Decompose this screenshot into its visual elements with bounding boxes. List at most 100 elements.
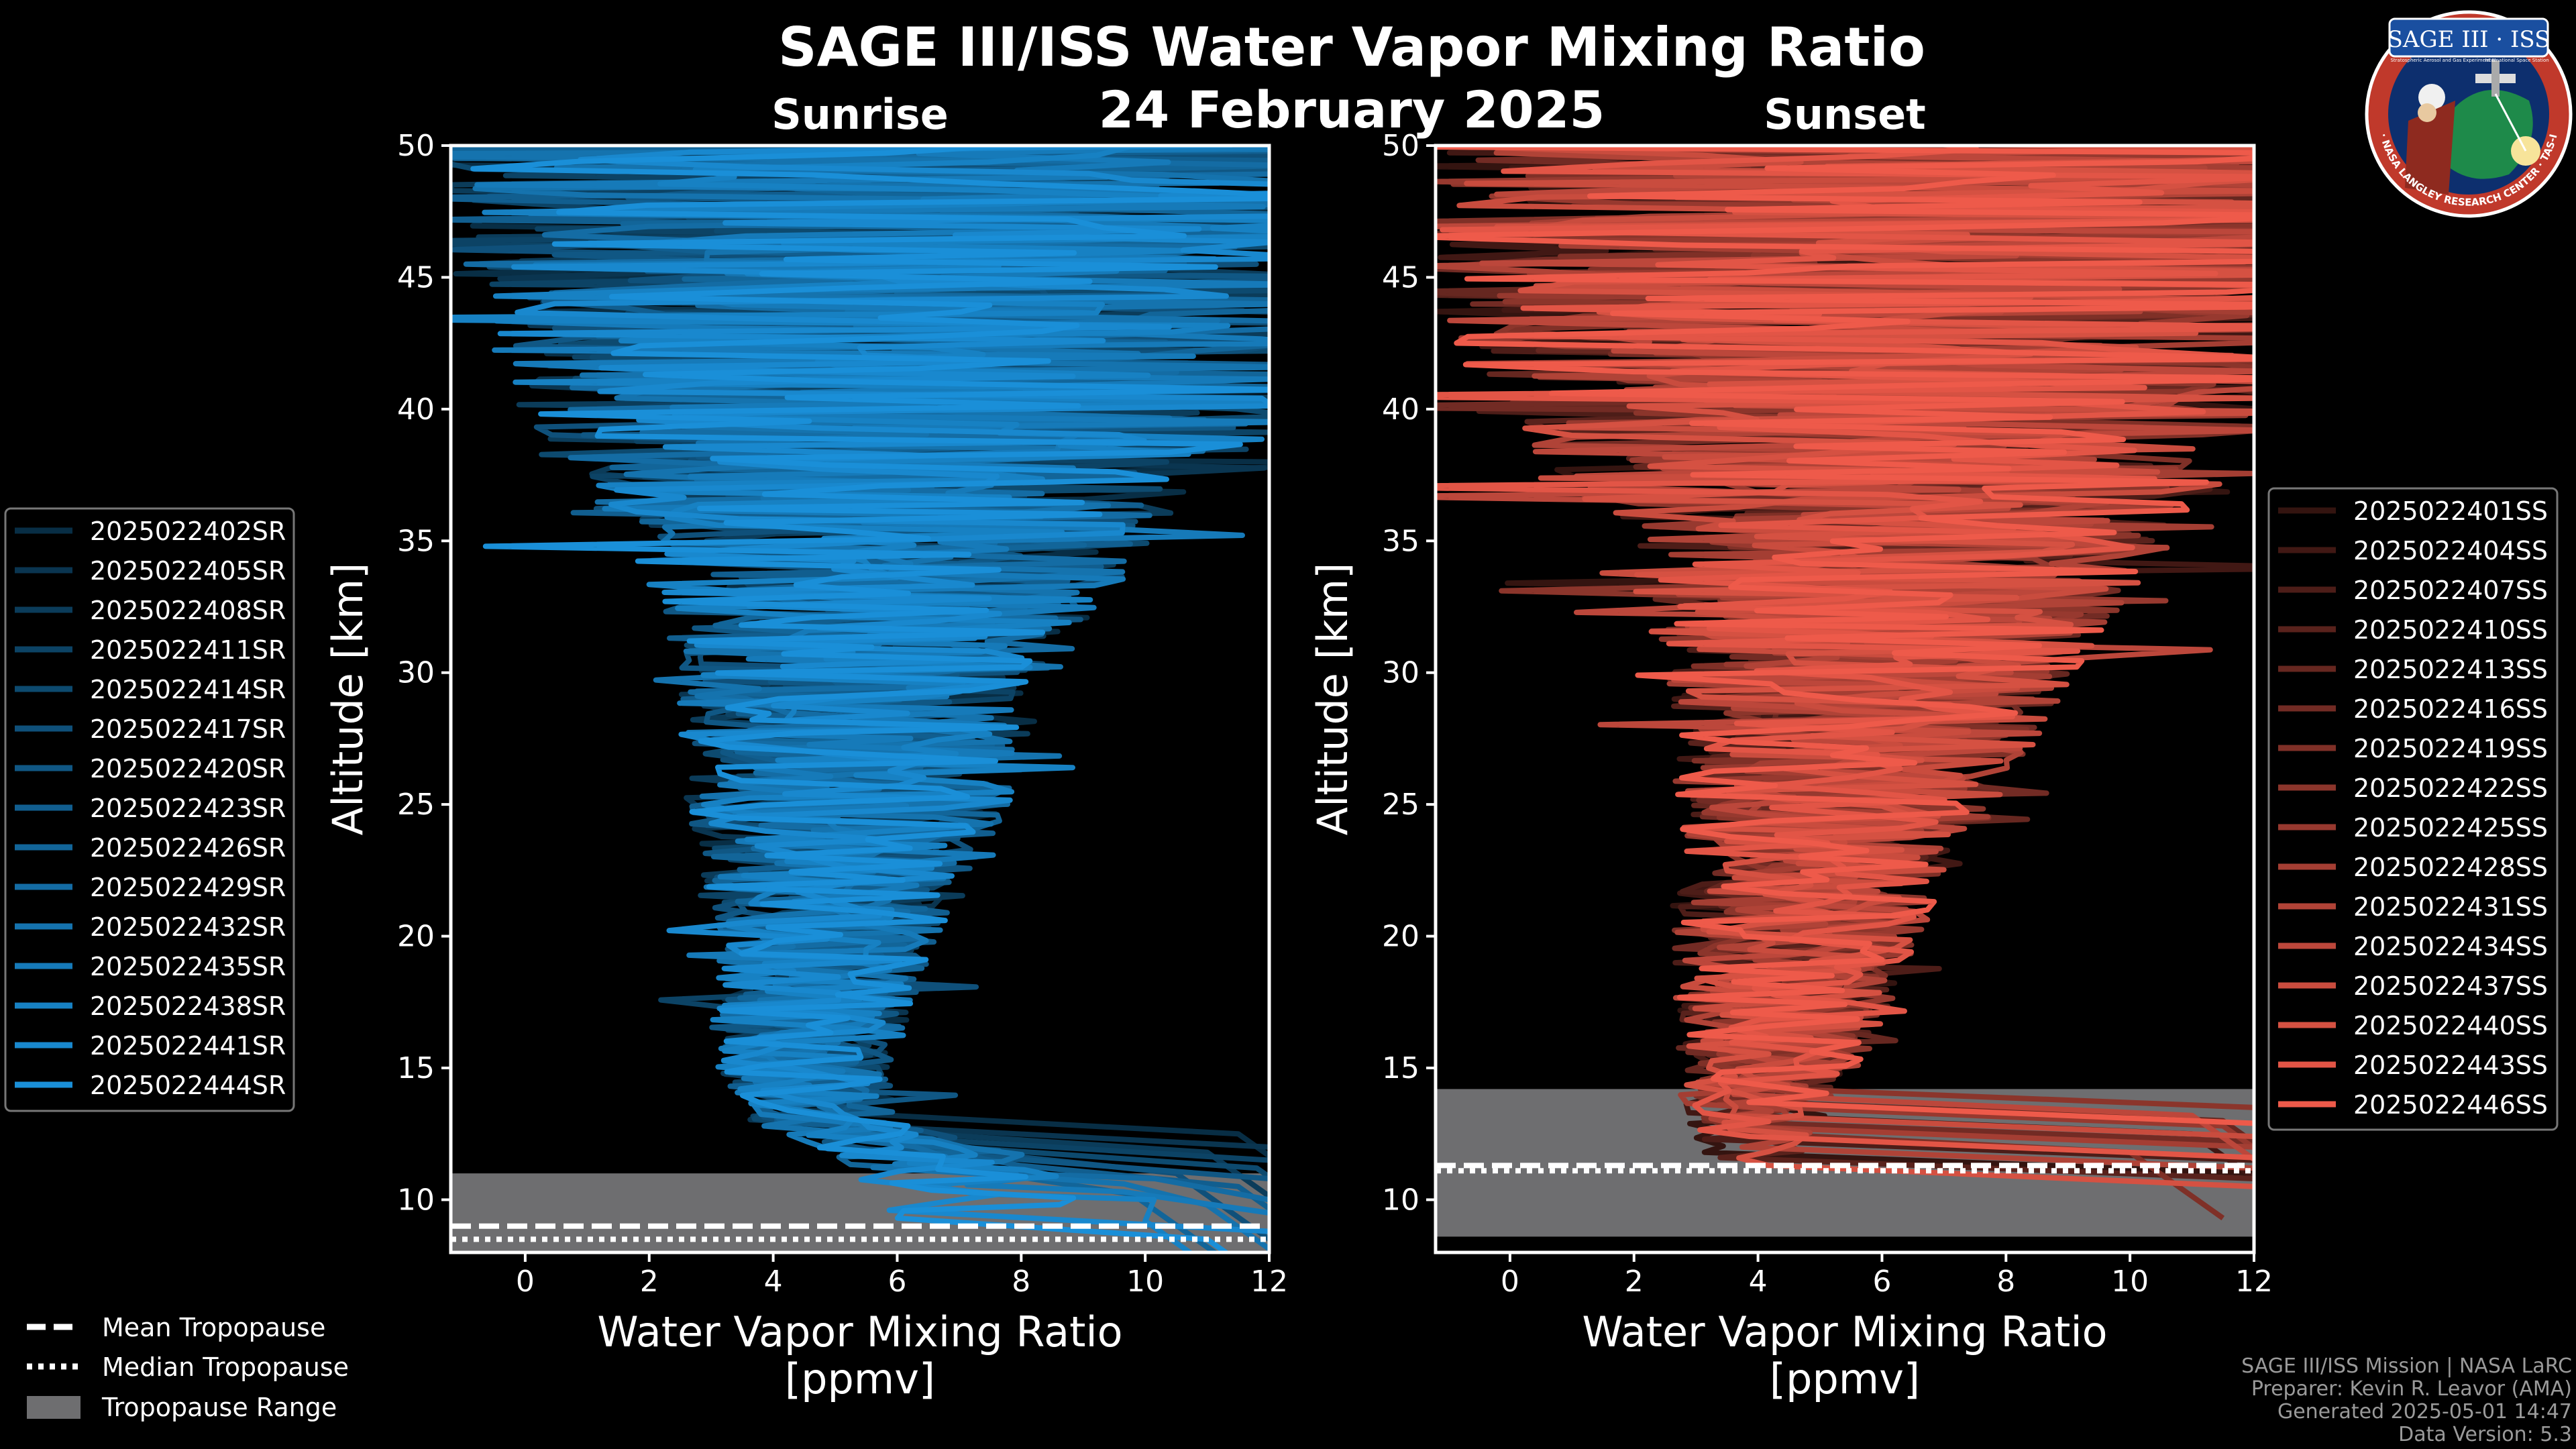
y-tick-label: 45 [397,260,435,294]
legend-label: 2025022401SS [2353,496,2548,526]
y-tick-label: 20 [397,920,435,954]
y-tick-label: 15 [1382,1051,1419,1085]
logo-title: SAGE III · ISS [2387,26,2551,53]
legend-label: 2025022402SR [90,517,286,546]
y-tick-label: 40 [1382,392,1419,427]
x-tick-label: 12 [1250,1265,1288,1299]
legend-label: 2025022420SR [90,754,286,784]
y-tick-label: 25 [1382,788,1419,822]
legend-item: 2025022411SR [15,635,286,665]
legend-item: 2025022417SR [15,714,286,744]
legend-item: 2025022446SS [2278,1090,2548,1120]
legend-label: 2025022434SS [2353,932,2548,961]
x-tick-label: 0 [516,1265,535,1299]
legend-item: 2025022413SS [2278,655,2548,684]
x-axis-label: Water Vapor Mixing Ratio [597,1307,1122,1356]
legend-label: 2025022438SR [90,991,286,1021]
x-tick-label: 2 [640,1265,659,1299]
legend-item: 2025022429SR [15,873,286,902]
credits-preparer: Preparer: Kevin R. Leavor (AMA) [2251,1377,2572,1401]
date-subtitle: 24 February 2025 [1099,80,1605,140]
legend-item: 2025022422SS [2278,773,2548,803]
credits-mission: SAGE III/ISS Mission | NASA LaRC [2241,1354,2572,1378]
legend-item: 2025022426SR [15,833,286,863]
legend-label: 2025022413SS [2353,655,2548,684]
legend-item: 2025022404SS [2278,536,2548,566]
legend-label: 2025022408SR [90,596,286,625]
y-axis-label: Altitude [km] [1308,563,1357,836]
legend-label: 2025022441SR [90,1031,286,1061]
legend-label: 2025022404SS [2353,536,2548,566]
legend-label: 2025022429SR [90,873,286,902]
legend-item: 2025022401SS [2278,496,2548,526]
y-tick-label: 15 [397,1051,435,1085]
legend-item: 2025022438SR [15,991,286,1021]
credits: SAGE III/ISS Mission | NASA LaRC Prepare… [2241,1355,2572,1446]
y-tick-label: 50 [397,129,435,163]
sunrise-plot: 0 2 4 6 8 10 12 10 15 20 25 30 35 40 45 50 Water Vapor M… [323,129,1288,1403]
legend-item: 2025022434SS [2278,932,2548,961]
x-tick-label: 2 [1625,1265,1644,1299]
sunset-panel-title: Sunset [1764,90,1926,139]
y-tick-label: 10 [1382,1183,1419,1217]
legend-item: 2025022402SR [15,517,286,546]
legend-item: 2025022440SS [2278,1011,2548,1040]
legend-label: 2025022410SS [2353,615,2548,645]
profile-2025022444SR [470,146,1269,1252]
x-tick-label: 8 [1996,1265,2015,1299]
legend-item: 2025022432SR [15,912,286,942]
legend-item: 2025022441SR [15,1031,286,1061]
mean-tropopause-label: Mean Tropopause [102,1313,325,1342]
y-tick-label: 50 [1382,129,1419,163]
x-axis-label: [ppmv] [785,1354,935,1403]
sunset-legend: 2025022401SS 2025022404SS 2025022407SS 2025… [2267,487,2559,1131]
y-tick-label: 30 [1382,656,1419,690]
legend-label: 2025022411SR [90,635,286,665]
legend-item: 2025022410SS [2278,615,2548,645]
legend-item: 2025022435SR [15,952,286,981]
legend-label: 2025022425SS [2353,813,2548,843]
legend-item: 2025022405SR [15,556,286,586]
sunset-plot: 0 2 4 6 8 10 12 10 15 20 25 30 35 40 45 50 Water Vapor M… [1308,129,2273,1403]
legend-item: 2025022443SS [2278,1051,2548,1080]
y-tick-label: 30 [397,656,435,690]
legend-item: 2025022423SR [15,794,286,823]
x-axis-label: [ppmv] [1770,1354,1920,1403]
logo-subtitle-right: International Space Station [2485,58,2548,63]
tropopause-range-label: Tropopause Range [101,1393,337,1422]
legend-item: 2025022425SS [2278,813,2548,843]
x-axis-label: Water Vapor Mixing Ratio [1582,1307,2107,1356]
legend-label: 2025022419SS [2353,734,2548,763]
legend-label: 2025022444SR [90,1071,286,1100]
y-tick-label: 40 [397,392,435,427]
legend-item: 2025022416SS [2278,694,2548,724]
figure-icon [2405,101,2455,195]
legend-label: 2025022416SS [2353,694,2548,724]
legend-label: 2025022428SS [2353,853,2548,882]
legend-label: 2025022443SS [2353,1051,2548,1080]
main-title: SAGE III/ISS Water Vapor Mixing Ratio [778,16,1925,78]
legend-label: 2025022417SR [90,714,286,744]
x-tick-label: 4 [764,1265,783,1299]
sunset-plot-frame [1434,144,2256,1254]
credits-generated: Generated 2025-05-01 14:47 [2277,1400,2572,1424]
legend-label: 2025022407SS [2353,576,2548,605]
legend-item: 2025022444SR [15,1071,286,1100]
logo-subtitle-left: Stratospheric Aerosol and Gas Experiment… [2390,58,2496,63]
y-tick-label: 20 [1382,920,1419,954]
legend-label: 2025022437SS [2353,971,2548,1001]
legend-item: 2025022414SR [15,675,286,704]
legend-label: 2025022432SR [90,912,286,942]
legend-label: 2025022426SR [90,833,286,863]
y-tick-label: 10 [397,1183,435,1217]
legend-item: 2025022428SS [2278,853,2548,882]
sage-iii-iss-mission-logo: SAGE III · ISS Stratospheric Aerosol and… [2365,10,2573,218]
y-tick-label: 25 [397,788,435,822]
credits-version: Data Version: 5.3 [2398,1423,2572,1446]
legend-label: 2025022414SR [90,675,286,704]
legend-item: 2025022419SS [2278,734,2548,763]
y-tick-label: 35 [1382,524,1419,558]
legend-label: 2025022423SR [90,794,286,823]
tropopause-legend: Mean Tropopause Median Tropopause Tropop… [27,1313,349,1422]
